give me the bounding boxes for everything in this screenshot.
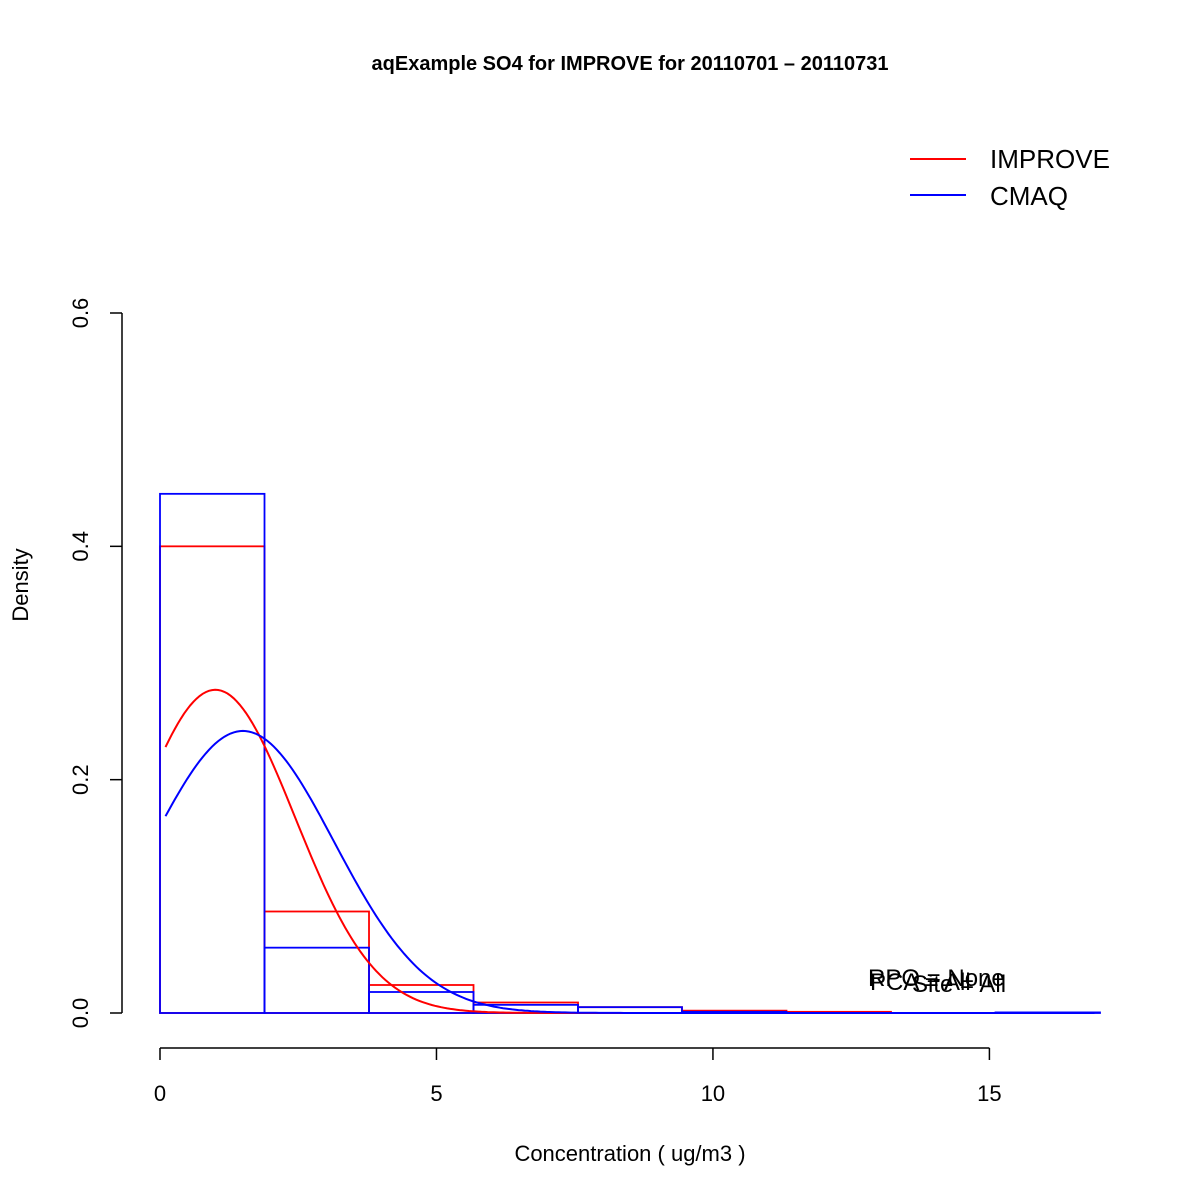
bar-cmaq [368, 991, 475, 1014]
annotation-pca: PCA = All [870, 969, 971, 996]
y-tick-label: 0.0 [68, 998, 93, 1029]
bar-cmaq [159, 492, 266, 1014]
x-tick-label: 15 [977, 1081, 1001, 1106]
x-tick-label: 10 [701, 1081, 725, 1106]
y-tick-label: 0.4 [68, 531, 93, 562]
chart-title: aqExample SO4 for IMPROVE for 20110701 –… [372, 53, 889, 75]
annotations: RPO = None PCA = All Site = All [868, 965, 1006, 998]
density-curve-cmaq [164, 729, 1095, 1014]
bar-improve [159, 545, 266, 1014]
legend-label-cmaq: CMAQ [990, 181, 1068, 211]
x-axis: 0 5 10 15 [154, 1047, 1002, 1106]
x-axis-label: Concentration ( ug/m3 ) [514, 1141, 745, 1166]
y-tick-label: 0.6 [68, 298, 93, 329]
density-curves [164, 688, 1095, 1014]
annotation-rpo: RPO = None [868, 965, 1005, 992]
histogram-bars [159, 492, 1101, 1014]
bar-cmaq [263, 946, 370, 1014]
x-tick-label: 5 [430, 1081, 442, 1106]
y-tick-label: 0.2 [68, 764, 93, 795]
annotation-site: Site = All [912, 971, 1006, 998]
x-tick-label: 0 [154, 1081, 166, 1106]
bar-improve [263, 910, 370, 1014]
y-axis: 0.0 0.2 0.4 0.6 [68, 298, 123, 1029]
legend: IMPROVE CMAQ [910, 144, 1110, 211]
y-axis-label: Density [8, 548, 33, 621]
legend-label-improve: IMPROVE [990, 144, 1110, 174]
bar-improve [368, 984, 475, 1014]
